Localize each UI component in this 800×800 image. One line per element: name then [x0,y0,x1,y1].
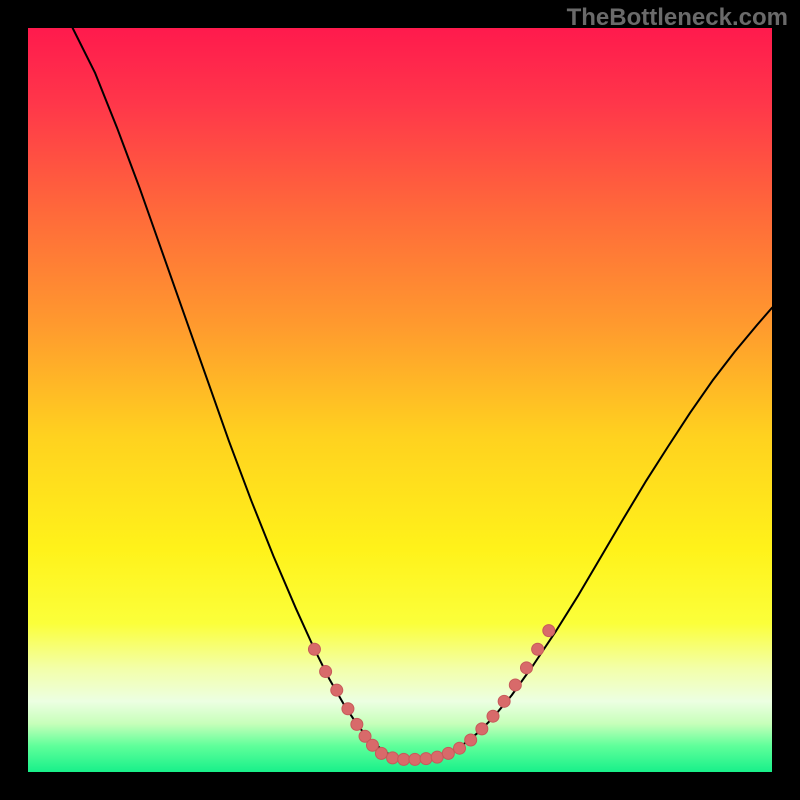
data-marker [351,718,363,730]
data-marker [532,643,544,655]
data-marker [498,695,510,707]
data-marker [409,753,421,765]
data-marker [308,643,320,655]
watermark-text: TheBottleneck.com [567,4,788,32]
data-marker [320,666,332,678]
data-marker [442,747,454,759]
data-marker [331,684,343,696]
data-marker [375,747,387,759]
data-marker [509,679,521,691]
data-marker [431,751,443,763]
chart-background [28,28,772,772]
data-marker [487,710,499,722]
data-marker [420,753,432,765]
chart-plot [28,28,772,772]
data-marker [476,723,488,735]
data-marker [398,753,410,765]
data-marker [543,625,555,637]
data-marker [465,734,477,746]
data-marker [342,703,354,715]
data-marker [520,662,532,674]
data-marker [387,752,399,764]
data-marker [454,742,466,754]
outer-frame: TheBottleneck.com [0,0,800,800]
